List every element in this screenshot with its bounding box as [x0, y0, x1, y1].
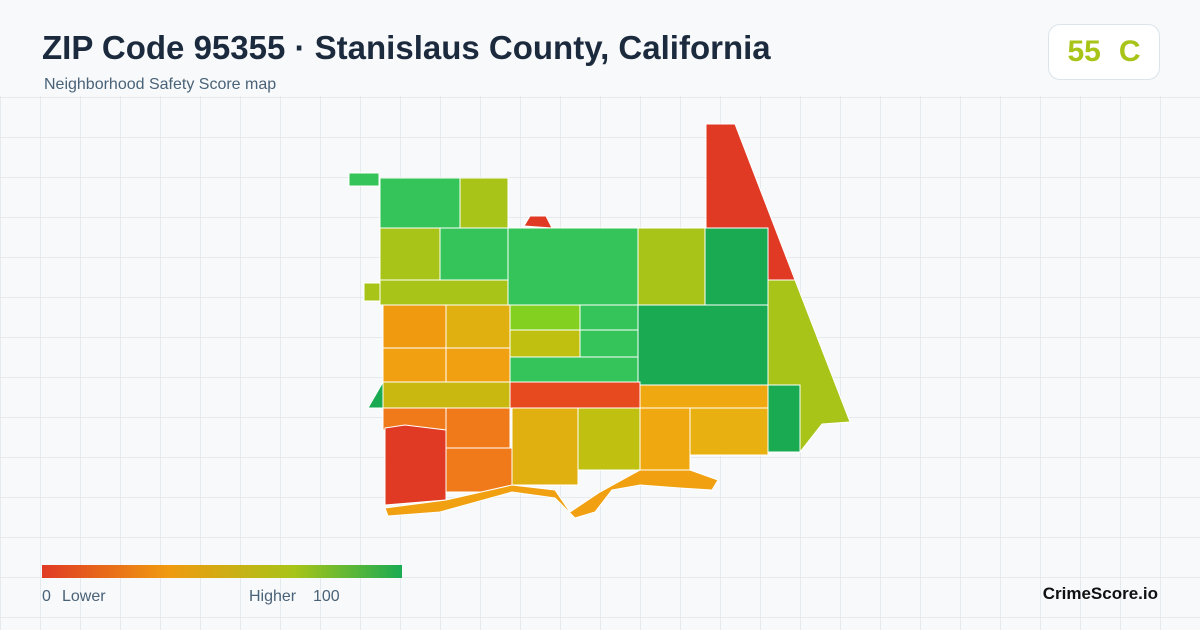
- score-grade: C: [1118, 35, 1141, 68]
- score-value: 55: [1067, 35, 1101, 68]
- header-band: [0, 0, 1200, 96]
- legend-bar: [42, 565, 402, 578]
- subtitle: Neighborhood Safety Score map: [44, 76, 277, 93]
- brand: CrimeScore.io: [1042, 584, 1158, 603]
- legend-max: 100: [313, 588, 340, 605]
- title: ZIP Code 95355 · Stanislaus County, Cali…: [42, 29, 771, 66]
- score-badge: 55 C: [1048, 24, 1160, 80]
- legend-min-label: Lower: [62, 588, 106, 605]
- legend-max-label: Higher: [249, 588, 297, 605]
- legend-min: 0: [42, 588, 51, 605]
